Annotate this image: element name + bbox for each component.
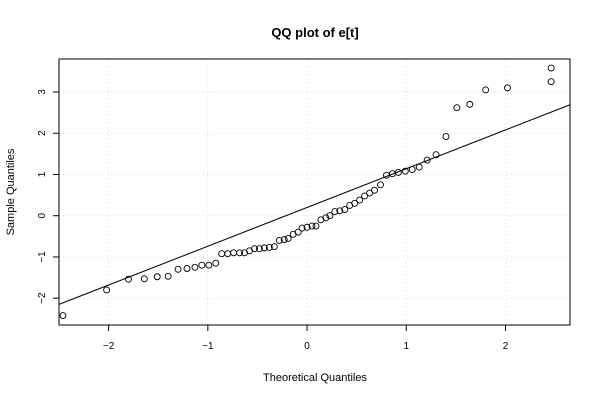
data-point [377, 181, 384, 189]
data-point [153, 273, 161, 281]
data-point [356, 196, 364, 204]
data-point [322, 214, 330, 222]
y-tick-label: 0 [37, 212, 48, 218]
data-point [331, 208, 339, 216]
x-tick-label: −2 [103, 341, 115, 352]
data-point [230, 249, 238, 257]
data-point [205, 261, 213, 269]
data-point [547, 64, 555, 72]
data-point [284, 234, 292, 242]
chart-title: QQ plot of e[t] [271, 25, 358, 40]
data-point [298, 224, 306, 232]
x-tick-label: 2 [503, 341, 509, 352]
data-point [371, 186, 378, 194]
data-point [432, 151, 440, 159]
x-tick-label: 1 [404, 341, 410, 352]
data-point [308, 222, 316, 230]
data-point [294, 228, 302, 236]
data-point [361, 192, 369, 200]
data-point [341, 206, 349, 213]
data-point [415, 163, 423, 171]
data-point [59, 312, 67, 319]
data-point [103, 286, 111, 294]
grid-lines [59, 59, 570, 325]
y-axis: −2 −1 0 1 2 3 [37, 89, 59, 304]
data-point [394, 168, 402, 176]
data-point [183, 265, 191, 272]
data-point [251, 245, 258, 253]
data-point [275, 237, 283, 244]
data-point [351, 199, 359, 207]
data-point [547, 78, 555, 86]
x-tick-label: 0 [304, 341, 310, 352]
data-point [466, 100, 474, 108]
data-point [260, 244, 268, 252]
data-point [423, 156, 431, 164]
x-tick-label: −1 [202, 341, 214, 352]
data-point [482, 86, 490, 94]
data-point [326, 212, 334, 220]
data-point [236, 249, 244, 257]
y-tick-label: −1 [37, 251, 48, 263]
data-point [401, 167, 409, 175]
data-point [164, 272, 172, 280]
data-point [265, 244, 273, 251]
data-point [312, 222, 320, 230]
data-point [212, 259, 220, 267]
y-tick-label: 1 [37, 171, 48, 177]
plot-area-border [58, 58, 571, 326]
y-axis-label: Sample Quantiles [5, 148, 17, 235]
reference-line [58, 104, 571, 305]
data-point [218, 250, 226, 258]
y-tick-label: 2 [37, 130, 48, 136]
data-point [174, 265, 182, 273]
data-point [366, 189, 374, 197]
y-tick-label: −2 [37, 292, 48, 304]
data-point [408, 166, 416, 173]
data-point [303, 223, 311, 231]
data-point [191, 263, 199, 271]
data-point [125, 275, 132, 283]
data-point [140, 275, 148, 283]
x-axis: −2 −1 0 1 2 [103, 325, 509, 352]
data-points [59, 64, 555, 319]
data-point [270, 243, 278, 251]
data-point [336, 207, 344, 215]
data-point [453, 104, 461, 112]
data-point [442, 133, 450, 140]
y-tick-label: 3 [37, 89, 48, 95]
data-point [280, 236, 288, 244]
data-point [504, 84, 511, 92]
data-point [255, 245, 263, 253]
x-axis-label: Theoretical Quantiles [263, 372, 367, 384]
data-point [224, 250, 232, 258]
data-point [198, 261, 206, 269]
